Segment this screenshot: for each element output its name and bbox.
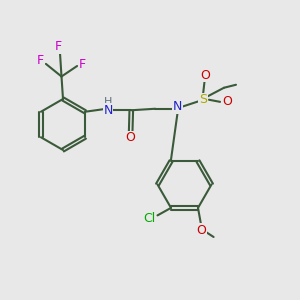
Text: F: F: [79, 58, 86, 71]
Text: F: F: [55, 40, 62, 53]
Text: S: S: [199, 93, 207, 106]
Text: O: O: [201, 69, 211, 82]
Text: F: F: [37, 54, 44, 68]
Text: N: N: [173, 100, 182, 113]
Text: O: O: [222, 95, 232, 108]
Text: Cl: Cl: [143, 212, 155, 225]
Text: N: N: [103, 104, 113, 117]
Text: O: O: [126, 131, 136, 144]
Text: H: H: [104, 97, 112, 107]
Text: O: O: [197, 224, 206, 237]
